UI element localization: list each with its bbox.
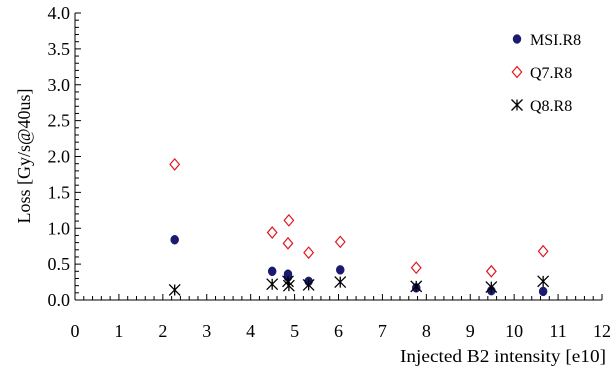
data-point-q7-r8 bbox=[303, 246, 315, 260]
x-tick-label: 1 bbox=[114, 321, 123, 341]
legend-marker-q7-r8 bbox=[511, 65, 523, 79]
x-tick-label: 12 bbox=[593, 321, 611, 341]
legend-marker-msi-r8 bbox=[512, 34, 522, 44]
data-point-msi-r8 bbox=[336, 265, 345, 275]
x-tick-label: 8 bbox=[422, 321, 431, 341]
y-axis-tick-labels: 0.0 0.5 1.0 1.5 2.0 2.5 3.0 3.5 4.0 bbox=[48, 3, 71, 310]
x-tick-label: 4 bbox=[246, 321, 255, 341]
data-point-q7-r8 bbox=[266, 226, 278, 239]
plot-area: 0 1 2 3 4 5 6 7 8 9 10 11 12 0.00.51.01.52.02.53.03.… bbox=[48, 3, 612, 341]
legend-label-q7-r8: Q7.R8 bbox=[530, 65, 572, 82]
x-axis-title: Injected B2 intensity [e10] bbox=[400, 346, 606, 366]
y-tick-label: 0.5 bbox=[48, 254, 71, 274]
series-q7-r8 bbox=[169, 157, 549, 278]
data-point-msi-r8 bbox=[538, 286, 548, 297]
data-point-q7-r8 bbox=[410, 261, 422, 275]
y-tick-label: 3.5 bbox=[48, 39, 71, 59]
data-point-q8-r8 bbox=[266, 278, 279, 291]
data-point-q7-r8 bbox=[169, 157, 181, 171]
series-msi-r8 bbox=[170, 234, 548, 297]
x-tick-label: 6 bbox=[334, 321, 343, 341]
x-tick-label: 9 bbox=[466, 321, 475, 341]
x-tick-label: 2 bbox=[158, 321, 167, 341]
x-tick-label: 10 bbox=[505, 321, 523, 341]
y-tick-label: 3.0 bbox=[48, 75, 71, 95]
legend-item-q7-r8: Q7.R8 bbox=[511, 65, 572, 82]
x-tick-label: 7 bbox=[378, 321, 387, 341]
y-axis-ticks bbox=[75, 12, 81, 301]
data-point-q8-r8 bbox=[168, 283, 181, 296]
data-point-q8-r8 bbox=[485, 281, 498, 294]
legend-item-q8-r8: Q8.R8 bbox=[511, 98, 572, 115]
y-tick-label: 1.0 bbox=[48, 218, 71, 238]
legend: MSI.R8 Q7.R8 Q8.R8 bbox=[511, 32, 581, 115]
data-points bbox=[168, 157, 550, 297]
data-point-q7-r8 bbox=[334, 235, 346, 249]
data-point-q8-r8 bbox=[334, 276, 347, 289]
y-tick-label: 4.0 bbox=[48, 3, 71, 23]
data-point-q7-r8 bbox=[282, 236, 294, 250]
legend-label-msi-r8: MSI.R8 bbox=[530, 32, 581, 49]
x-tick-label: 3 bbox=[202, 321, 211, 341]
x-axis-tick-labels: 0 1 2 3 4 5 6 7 8 9 10 11 12 bbox=[71, 321, 612, 341]
data-point-q8-r8 bbox=[282, 279, 295, 292]
x-tick-label: 0 bbox=[71, 321, 80, 341]
series-q8-r8 bbox=[168, 275, 550, 296]
x-tick-label: 11 bbox=[549, 321, 566, 341]
y-tick-label: 2.5 bbox=[48, 111, 71, 131]
legend-item-msi-r8: MSI.R8 bbox=[512, 32, 581, 49]
y-tick-label: 2.0 bbox=[48, 147, 71, 167]
y-axis-title: Loss [Gy/s@40us] bbox=[14, 88, 34, 223]
data-point-q8-r8 bbox=[410, 280, 423, 293]
legend-marker-q8-r8 bbox=[511, 99, 523, 111]
data-point-msi-r8 bbox=[170, 234, 179, 245]
x-axis-ticks bbox=[74, 294, 603, 300]
data-point-msi-r8 bbox=[267, 266, 277, 277]
y-tick-label: 0.0 bbox=[48, 290, 71, 310]
data-point-q7-r8 bbox=[485, 264, 497, 278]
data-point-q7-r8 bbox=[283, 213, 295, 227]
x-tick-label: 5 bbox=[290, 321, 299, 341]
data-point-q8-r8 bbox=[302, 278, 315, 291]
data-point-q7-r8 bbox=[537, 244, 549, 258]
legend-label-q8-r8: Q8.R8 bbox=[530, 98, 572, 115]
data-point-q8-r8 bbox=[537, 275, 550, 288]
y-tick-label: 1.5 bbox=[48, 182, 71, 202]
